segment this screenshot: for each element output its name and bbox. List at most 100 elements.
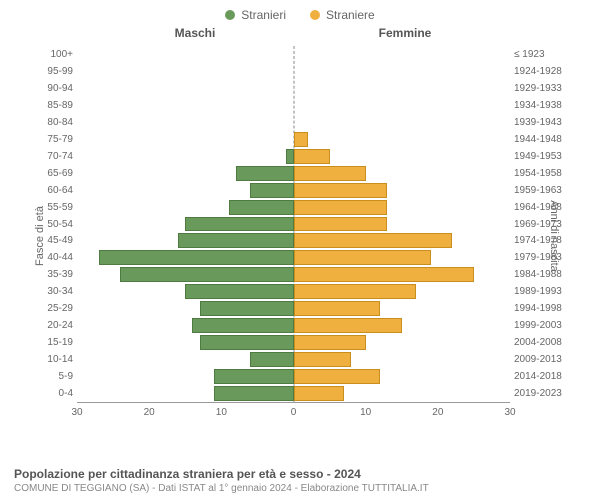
- x-tick: 10: [360, 407, 371, 418]
- bar-female-wrap: [294, 148, 511, 165]
- birth-year-label: 1934-1938: [514, 100, 586, 111]
- birth-year-label: 1929-1933: [514, 83, 586, 94]
- chart-area: Fasce di età Anni di nascita 100+≤ 19239…: [12, 46, 588, 426]
- bar-male: [200, 301, 294, 316]
- birth-year-label: 2014-2018: [514, 371, 586, 382]
- header-female: Femmine: [300, 26, 510, 40]
- bar-male-wrap: [77, 283, 294, 300]
- age-label: 15-19: [29, 337, 73, 348]
- bar-female: [294, 166, 366, 181]
- age-label: 65-69: [29, 168, 73, 179]
- bar-female: [294, 318, 402, 333]
- bar-male-wrap: [77, 216, 294, 233]
- age-label: 80-84: [29, 117, 73, 128]
- bar-male-wrap: [77, 97, 294, 114]
- pyramid-row: 10-142009-2013: [77, 351, 510, 368]
- chart-subtitle: COMUNE DI TEGGIANO (SA) - Dati ISTAT al …: [14, 483, 586, 494]
- bar-male: [178, 233, 293, 248]
- bar-female: [294, 200, 388, 215]
- bar-male: [229, 200, 294, 215]
- birth-year-label: 1959-1963: [514, 185, 586, 196]
- bar-male: [185, 284, 293, 299]
- bar-female-wrap: [294, 368, 511, 385]
- pyramid-row: 40-441979-1983: [77, 249, 510, 266]
- legend-swatch-male: [225, 10, 235, 20]
- legend: Stranieri Straniere: [0, 0, 600, 26]
- birth-year-label: 2009-2013: [514, 354, 586, 365]
- bar-male-wrap: [77, 46, 294, 63]
- pyramid-row: 0-42019-2023: [77, 385, 510, 402]
- bar-female: [294, 233, 453, 248]
- bar-female-wrap: [294, 97, 511, 114]
- bar-male-wrap: [77, 232, 294, 249]
- bar-male-wrap: [77, 351, 294, 368]
- x-tick: 30: [504, 407, 515, 418]
- birth-year-label: 1989-1993: [514, 286, 586, 297]
- bar-male-wrap: [77, 368, 294, 385]
- age-label: 50-54: [29, 219, 73, 230]
- bar-male: [192, 318, 293, 333]
- birth-year-label: 1964-1968: [514, 202, 586, 213]
- bar-male-wrap: [77, 131, 294, 148]
- bar-female-wrap: [294, 63, 511, 80]
- x-axis: 3020100102030: [77, 402, 510, 426]
- bar-female-wrap: [294, 199, 511, 216]
- bar-male-wrap: [77, 63, 294, 80]
- legend-label-female: Straniere: [326, 8, 375, 22]
- bar-male: [200, 335, 294, 350]
- x-tick: 0: [291, 407, 297, 418]
- header-male: Maschi: [90, 26, 300, 40]
- bar-female-wrap: [294, 131, 511, 148]
- footer: Popolazione per cittadinanza straniera p…: [14, 467, 586, 494]
- age-label: 75-79: [29, 134, 73, 145]
- bar-female-wrap: [294, 351, 511, 368]
- bar-female: [294, 132, 308, 147]
- bar-female-wrap: [294, 283, 511, 300]
- pyramid-row: 45-491974-1978: [77, 232, 510, 249]
- bar-female: [294, 267, 474, 282]
- pyramid-row: 35-391984-1988: [77, 266, 510, 283]
- legend-item-female: Straniere: [310, 8, 375, 22]
- age-label: 35-39: [29, 269, 73, 280]
- pyramid-row: 85-891934-1938: [77, 97, 510, 114]
- pyramid-row: 70-741949-1953: [77, 148, 510, 165]
- bar-male: [214, 386, 293, 401]
- birth-year-label: 1979-1983: [514, 252, 586, 263]
- pyramid-row: 95-991924-1928: [77, 63, 510, 80]
- bar-male: [185, 217, 293, 232]
- age-label: 20-24: [29, 320, 73, 331]
- bar-female-wrap: [294, 80, 511, 97]
- age-label: 45-49: [29, 235, 73, 246]
- bar-male-wrap: [77, 80, 294, 97]
- birth-year-label: 1954-1958: [514, 168, 586, 179]
- x-tick: 10: [216, 407, 227, 418]
- birth-year-label: 1939-1943: [514, 117, 586, 128]
- age-label: 0-4: [29, 388, 73, 399]
- bar-male: [250, 352, 293, 367]
- pyramid-row: 5-92014-2018: [77, 368, 510, 385]
- x-tick: 30: [71, 407, 82, 418]
- bar-female: [294, 217, 388, 232]
- bar-male-wrap: [77, 199, 294, 216]
- bar-female-wrap: [294, 216, 511, 233]
- pyramid-row: 55-591964-1968: [77, 199, 510, 216]
- bar-male-wrap: [77, 114, 294, 131]
- age-label: 85-89: [29, 100, 73, 111]
- bar-female-wrap: [294, 114, 511, 131]
- bar-male: [214, 369, 293, 384]
- age-label: 55-59: [29, 202, 73, 213]
- pyramid-row: 25-291994-1998: [77, 300, 510, 317]
- bar-male: [250, 183, 293, 198]
- column-headers: Maschi Femmine: [0, 26, 600, 40]
- age-label: 60-64: [29, 185, 73, 196]
- x-tick: 20: [144, 407, 155, 418]
- legend-item-male: Stranieri: [225, 8, 286, 22]
- bar-male-wrap: [77, 317, 294, 334]
- pyramid-rows: 100+≤ 192395-991924-192890-941929-193385…: [77, 46, 510, 402]
- bar-male: [99, 250, 294, 265]
- bar-male-wrap: [77, 334, 294, 351]
- pyramid-row: 50-541969-1973: [77, 216, 510, 233]
- bar-male: [286, 149, 293, 164]
- bar-female-wrap: [294, 266, 511, 283]
- bar-female-wrap: [294, 165, 511, 182]
